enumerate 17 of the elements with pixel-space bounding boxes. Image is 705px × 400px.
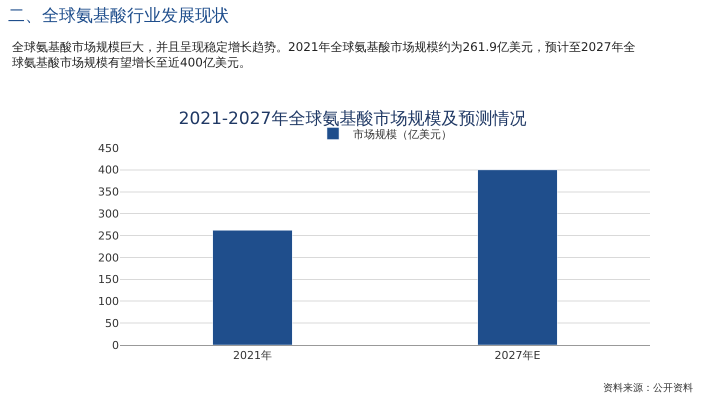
y-tick-label: 250 (98, 229, 119, 242)
legend-label: 市场规模（亿美元） (353, 128, 452, 141)
text: 二、全球氨基酸行业发展现状 (8, 6, 229, 26)
x-tick-label: 2027年E (494, 349, 541, 362)
y-tick-label: 200 (98, 251, 119, 264)
y-tick-label: 100 (98, 295, 119, 308)
x-tick-label: 2021年 (233, 349, 272, 362)
y-tick-label: 400 (98, 164, 119, 177)
y-tick-label: 50 (105, 316, 119, 330)
text: 资料来源：公开资料 (603, 382, 693, 394)
y-tick-label: 350 (98, 186, 119, 199)
text: 全球氨基酸市场规模巨大，并且呈现稳定增长趋势。2021年全球氨基酸市场规模约为261.9亿美元，预计至2027年全球氨基酸市场规模有望增长至近400亿美元。 (12, 40, 636, 70)
y-tick-label: 450 (98, 142, 119, 155)
chart-title: 2021-2027年全球氨基酸市场规模及预测情况 (178, 108, 526, 129)
y-tick-label: 300 (98, 208, 119, 221)
y-tick-label: 0 (112, 338, 119, 352)
y-tick-label: 150 (98, 273, 119, 286)
